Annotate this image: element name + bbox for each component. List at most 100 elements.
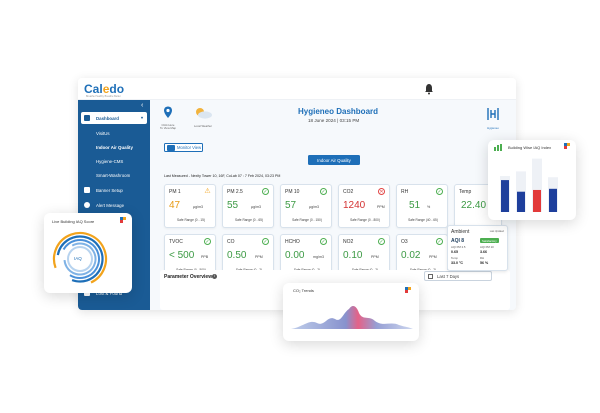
metric-card-pm25[interactable]: PM 2.5 ✓ 55 µg/m3 Safe Range (0 - 65) [222, 184, 274, 228]
aqi-pm10-value: 3.66 [480, 250, 487, 254]
app-window: Caledo Breathe Healthy Breathe Better ‹ … [78, 78, 516, 310]
building-bar-fill [533, 189, 541, 212]
metric-unit: mg/m3 [313, 255, 324, 259]
metric-name: TVOC [169, 239, 183, 245]
caleedo-mark-icon [120, 217, 126, 223]
map-pin-icon [164, 106, 172, 118]
sidebar-item-label: Smart-Washroom [96, 172, 131, 178]
metric-name: Temp [459, 189, 472, 195]
logo-text-right: do [109, 82, 125, 96]
metric-safe-range: Safe Range (0 - 150) [292, 218, 322, 222]
check-icon: ✓ [320, 188, 327, 195]
notification-bell-icon[interactable] [424, 83, 434, 95]
map-link[interactable]: Click Here To View Map [160, 106, 176, 132]
sidebar-item-dashboard[interactable]: Dashboard ▾ [81, 112, 147, 124]
ambient-aqi: AQI 8 [451, 238, 464, 244]
logo-tagline: Breathe Healthy Breathe Better [86, 95, 121, 98]
sidebar-item-banner-setup[interactable]: Banner Setup [78, 184, 150, 196]
metric-name: CO2 [343, 189, 354, 195]
sidebar-item-hygiene-cms[interactable]: Hygiene-CMS [78, 155, 150, 167]
weather-link[interactable]: Local Weather [190, 106, 216, 132]
metric-safe-range: Safe Range (0 - 15) [177, 218, 205, 222]
check-icon: ✓ [320, 238, 327, 245]
sidebar-item-label: Dashboard [96, 115, 119, 121]
date-range-select[interactable]: Last 7 Days [424, 271, 492, 281]
logo-text-left: Cal [84, 82, 103, 96]
sidebar-item-label: Hygiene-CMS [96, 158, 124, 164]
building-wise-iaq-panel[interactable]: Building Wise IAQ Index [488, 140, 576, 220]
check-icon: ✓ [262, 188, 269, 195]
ambient-card[interactable]: Ambient Last Updated AQI 8 Satisfactory … [447, 225, 508, 271]
hygieneo-caption: Hygieneo [487, 126, 499, 130]
metric-value: 55 [227, 200, 239, 211]
metric-value: < 500 [169, 250, 195, 261]
weather-icon [196, 108, 212, 119]
logo-text-mid: e [102, 82, 110, 96]
metric-name: O3 [401, 239, 408, 245]
sidebar-item-label: VisitUs [96, 130, 110, 136]
page-datetime: 18 June 2024 | 03:15 PM [308, 118, 360, 123]
bell-icon [84, 202, 90, 208]
ambient-title: Ambient [451, 229, 470, 235]
monitor-icon [167, 145, 175, 151]
co2-trend-area [291, 306, 413, 329]
co2-trends-title: CO₂ Trends [293, 288, 314, 293]
sidebar-item-label: Indoor Air Quality [96, 144, 133, 150]
building-wise-title: Building Wise IAQ Index [508, 145, 552, 150]
metric-card-co2[interactable]: CO2 ✕ 1240 PPM Safe Range (0 - 800) [338, 184, 390, 228]
metric-unit: µg/m3 [309, 205, 320, 209]
sidebar-item-label: Lost & Found [96, 290, 123, 296]
metric-name: CO [227, 239, 235, 245]
sidebar-item-smart-washroom[interactable]: Smart-Washroom [78, 169, 150, 181]
monitor-view-label: Monitor View [177, 145, 202, 150]
rh-label: RH [480, 256, 485, 260]
building-bars [500, 158, 558, 212]
sidebar-item-lost-found[interactable]: Lost & Found [78, 287, 150, 299]
rh-value: 56 % [480, 261, 489, 265]
metric-unit: PPB [201, 255, 209, 259]
monitor-view-button[interactable]: Monitor View [164, 143, 203, 152]
banner-icon [84, 187, 90, 193]
warning-icon: ⚠ [204, 188, 211, 195]
metric-card-pm10[interactable]: PM 10 ✓ 57 µg/m3 Safe Range (0 - 150) [280, 184, 332, 228]
metric-unit: PPM [371, 255, 379, 259]
metric-name: PM 10 [285, 189, 300, 195]
metric-name: NO2 [343, 239, 354, 245]
status-badge: Satisfactory [480, 238, 499, 243]
metric-card-pm1[interactable]: PM 1 ⚠ 47 µg/m3 Safe Range (0 - 15) [164, 184, 216, 228]
check-icon: ✓ [378, 238, 385, 245]
date-range-label: Last 7 Days [437, 273, 460, 279]
sidebar-item-label: Banner Setup [96, 187, 123, 193]
page-title: Hygieneo Dashboard [298, 107, 379, 116]
metric-name: RH [401, 189, 409, 195]
aqi-pm25-label: AQI PM 2.5 [451, 245, 466, 249]
map-caption: Click Here To View Map [160, 123, 176, 131]
weather-caption: Local Weather [194, 124, 212, 128]
sidebar-item-alert-message[interactable]: Alert Message [78, 199, 150, 211]
building-bar-total [532, 158, 542, 212]
building-bar-fill [501, 180, 509, 212]
metric-value: 0.10 [343, 250, 363, 261]
metric-unit: PPM [255, 255, 263, 259]
metric-value: 22.40 [461, 200, 487, 211]
iaq-score-ring [52, 231, 108, 287]
sidebar-collapse-icon[interactable]: ‹ [141, 102, 144, 109]
sidebar-item-indoor-air-quality[interactable]: Indoor Air Quality [78, 141, 150, 153]
error-icon: ✕ [378, 188, 385, 195]
tab-indoor-air-quality[interactable]: Indoor Air Quality [308, 155, 360, 165]
caleedo-logo[interactable]: Caledo [84, 82, 124, 96]
bar-chart-icon [494, 144, 502, 151]
info-icon[interactable]: i [212, 274, 217, 279]
metric-unit: µg/m3 [193, 205, 204, 209]
sidebar-item-visitus[interactable]: VisitUs [78, 127, 150, 139]
live-iaq-score-panel[interactable]: Live Building IAQ Score IAQ [44, 213, 132, 293]
metric-card-rh[interactable]: RH ✓ 51 % Safe Range (40 - 65) [396, 184, 448, 228]
dashboard-icon [84, 115, 90, 121]
co2-trends-panel[interactable]: CO₂ Trends [283, 283, 419, 341]
metric-name: HCHO [285, 239, 300, 245]
main-content: Click Here To View Map Local Weather Hyg… [150, 100, 516, 310]
aqi-value: 8 [461, 238, 465, 244]
check-icon: ✓ [436, 238, 443, 245]
caleedo-mark-icon [405, 287, 411, 293]
metric-value: 0.02 [401, 250, 421, 261]
